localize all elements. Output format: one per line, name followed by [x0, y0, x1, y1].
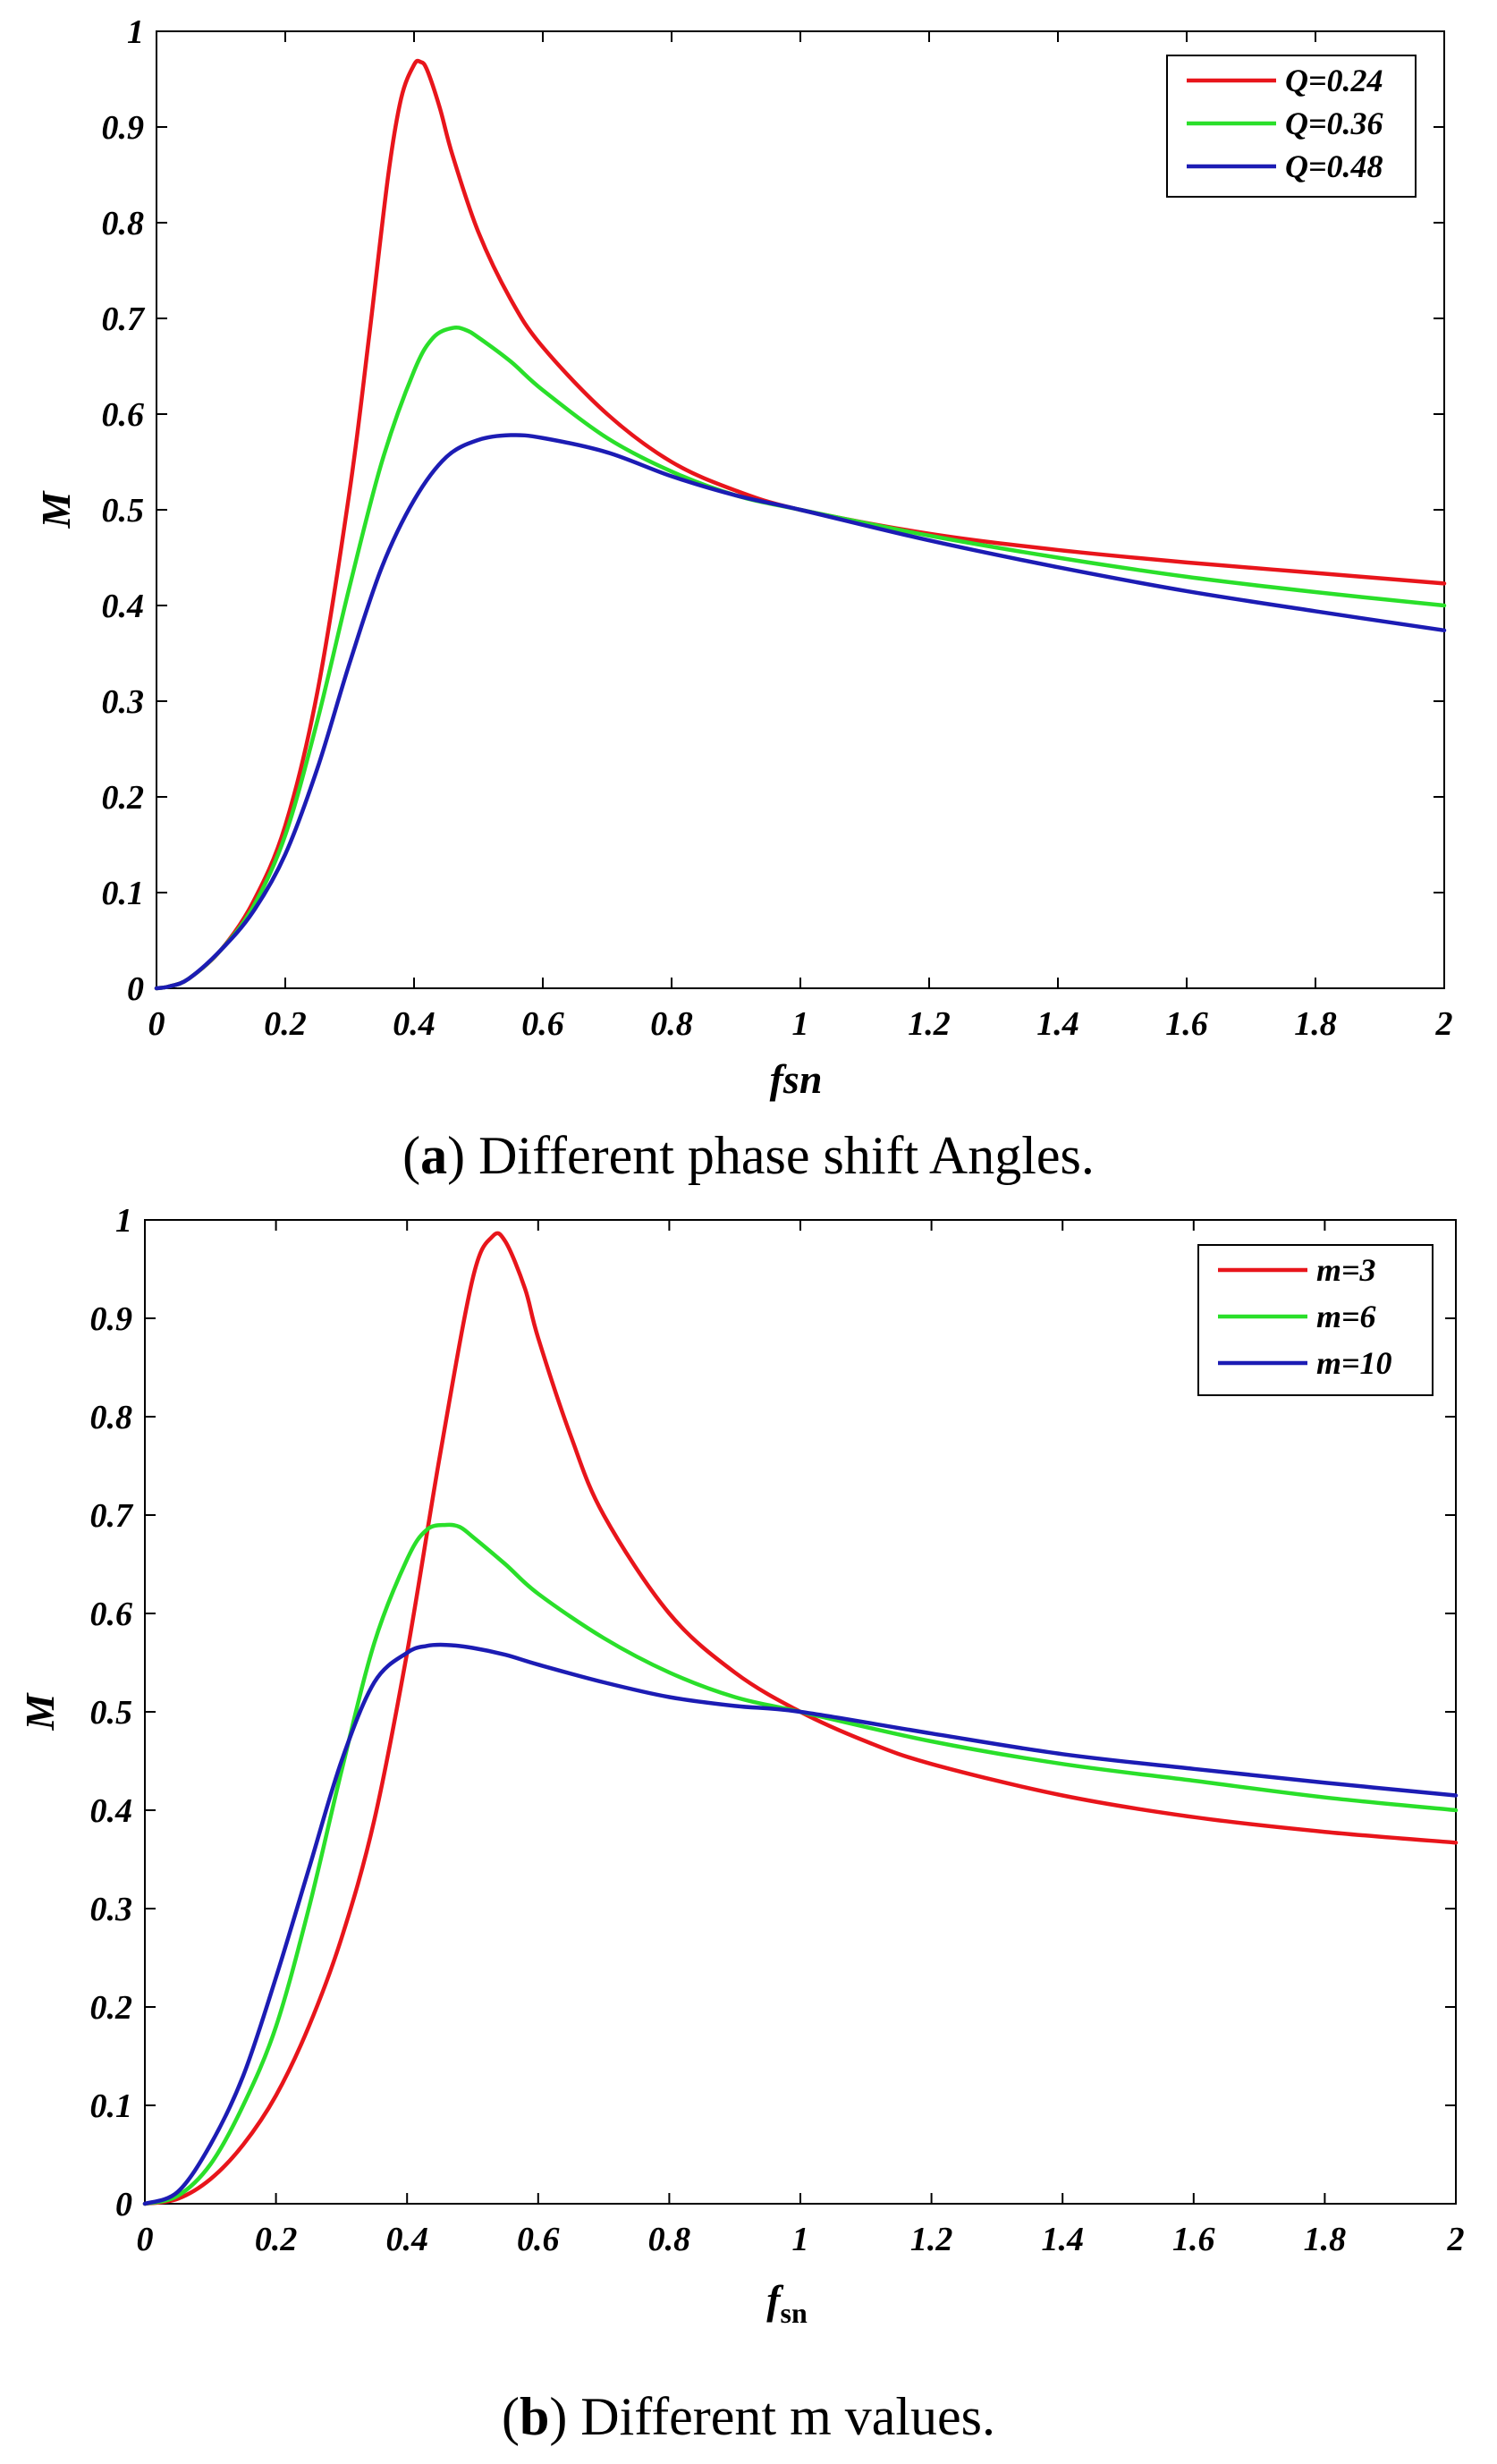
panel-b: 0 0.1 0.2 0.3 0.4 0.5 0.6 0.7 0.8 0.9 1 0 0.2 0.4 0.6… — [17, 1202, 1465, 2446]
y-tick-label: 1 — [115, 1202, 132, 1240]
y-tick-label: 0.4 — [102, 588, 145, 625]
x-tick-label: 1.2 — [910, 2221, 953, 2258]
y-tick-label: 0.5 — [102, 492, 145, 529]
x-tick-label: 2 — [1435, 1005, 1453, 1043]
caption-open-b: ( — [502, 2387, 520, 2446]
y-tick-label: 0.6 — [102, 396, 145, 434]
caption-letter-a: a — [420, 1126, 447, 1185]
legend-box-b — [1197, 1244, 1434, 1396]
x-tick-label: 0.6 — [517, 2221, 560, 2258]
series-line-Q=0.24 — [154, 58, 1447, 991]
x-axis-title-sub-b: sn — [781, 2297, 808, 2329]
y-tick-label: 0.3 — [102, 683, 145, 721]
legend-a: Q=0.24 Q=0.36 Q=0.48 — [1166, 55, 1417, 198]
x-tick-label: 1.2 — [908, 1005, 951, 1043]
legend-label: m=3 — [1316, 1252, 1376, 1288]
y-tick-label: 0.3 — [90, 1891, 133, 1928]
x-tick-label: 0.8 — [650, 1005, 693, 1043]
y-tick-label: 0.1 — [90, 2087, 133, 2125]
legend-label: Q=0.24 — [1285, 63, 1383, 98]
y-tick-label: 0.9 — [90, 1300, 133, 1338]
x-tick-label: 1.8 — [1304, 2221, 1347, 2258]
y-tick-label: 0 — [115, 2186, 132, 2223]
series-lines-b — [142, 1231, 1459, 2206]
y-axis-title-b: M — [17, 1691, 63, 1731]
y-tick-label: 1 — [127, 13, 144, 51]
series-line-Q=0.36 — [154, 325, 1447, 991]
series-line-m=3 — [142, 1231, 1459, 2206]
legend-label: m=10 — [1316, 1345, 1392, 1381]
caption-text-a: ) Different phase shift Angles. — [447, 1126, 1095, 1185]
x-tick-label: 2 — [1447, 2221, 1465, 2258]
x-tick-label: 1 — [792, 2221, 809, 2258]
caption-b: (b) Different m values. — [502, 2387, 995, 2446]
series-line-m=10 — [142, 1642, 1459, 2206]
x-tick-label: 0.2 — [255, 2221, 298, 2258]
x-tick-label: 0.8 — [648, 2221, 691, 2258]
y-ticks-b: 0 0.1 0.2 0.3 0.4 0.5 0.6 0.7 0.8 0.9 1 — [90, 1202, 1456, 2223]
x-tick-label: 0.2 — [264, 1005, 307, 1043]
y-ticks-a: 0 0.1 0.2 0.3 0.4 0.5 0.6 0.7 0.8 0.9 1 — [102, 13, 1444, 1008]
x-tick-label: 1.4 — [1041, 2221, 1084, 2258]
x-tick-label: 0 — [148, 1005, 165, 1043]
y-tick-label: 0.7 — [102, 301, 147, 338]
x-axis-title-main-a: fsn — [770, 1056, 823, 1102]
x-tick-label: 1.6 — [1165, 1005, 1208, 1043]
x-axis-title-main-b: f — [766, 2277, 784, 2323]
x-tick-label: 0.4 — [385, 2221, 428, 2258]
x-ticks-a: 0 0.2 0.4 0.6 0.8 1 1.2 1.4 1.6 1.8 2 — [148, 31, 1453, 1043]
y-tick-label: 0.1 — [102, 875, 145, 912]
y-tick-label: 0.2 — [102, 779, 145, 817]
caption-letter-b: b — [520, 2387, 549, 2446]
x-tick-label: 0 — [137, 2221, 154, 2258]
y-tick-label: 0.9 — [102, 109, 145, 147]
series-line-Q=0.48 — [154, 433, 1447, 991]
y-tick-label: 0.2 — [90, 1989, 133, 2027]
y-tick-label: 0.5 — [90, 1694, 133, 1732]
legend-label: m=6 — [1316, 1299, 1376, 1334]
x-axis-title-a: fsn — [770, 1056, 823, 1102]
y-tick-label: 0 — [127, 970, 144, 1008]
legend-label: Q=0.48 — [1285, 148, 1383, 184]
caption-text-b: ) Different m values. — [549, 2387, 995, 2446]
caption-open-a: ( — [402, 1126, 420, 1185]
y-axis-title-a: M — [33, 489, 79, 529]
x-tick-label: 1.6 — [1172, 2221, 1215, 2258]
x-axis-title-b: fsn — [766, 2277, 808, 2329]
x-tick-label: 1 — [792, 1005, 809, 1043]
x-tick-label: 0.4 — [393, 1005, 436, 1043]
y-tick-label: 0.8 — [102, 205, 145, 242]
legend-b: m=3 m=6 m=10 — [1197, 1244, 1434, 1396]
x-tick-label: 0.6 — [521, 1005, 564, 1043]
x-tick-label: 1.8 — [1294, 1005, 1337, 1043]
series-lines-a — [154, 58, 1447, 991]
y-tick-label: 0.6 — [90, 1596, 133, 1633]
y-tick-label: 0.8 — [90, 1399, 133, 1436]
panel-a: 0 0.1 0.2 0.3 0.4 0.5 0.6 0.7 0.8 0.9 1 0 0.2 0.4 0.6… — [33, 13, 1453, 1185]
legend-label: Q=0.36 — [1285, 106, 1383, 141]
series-line-m=6 — [142, 1522, 1459, 2206]
x-ticks-b: 0 0.2 0.4 0.6 0.8 1 1.2 1.4 1.6 1.8 2 — [137, 1220, 1465, 2258]
y-tick-label: 0.7 — [90, 1497, 135, 1535]
y-tick-label: 0.4 — [90, 1792, 133, 1830]
x-tick-label: 1.4 — [1036, 1005, 1079, 1043]
caption-a: (a) Different phase shift Angles. — [402, 1126, 1095, 1185]
